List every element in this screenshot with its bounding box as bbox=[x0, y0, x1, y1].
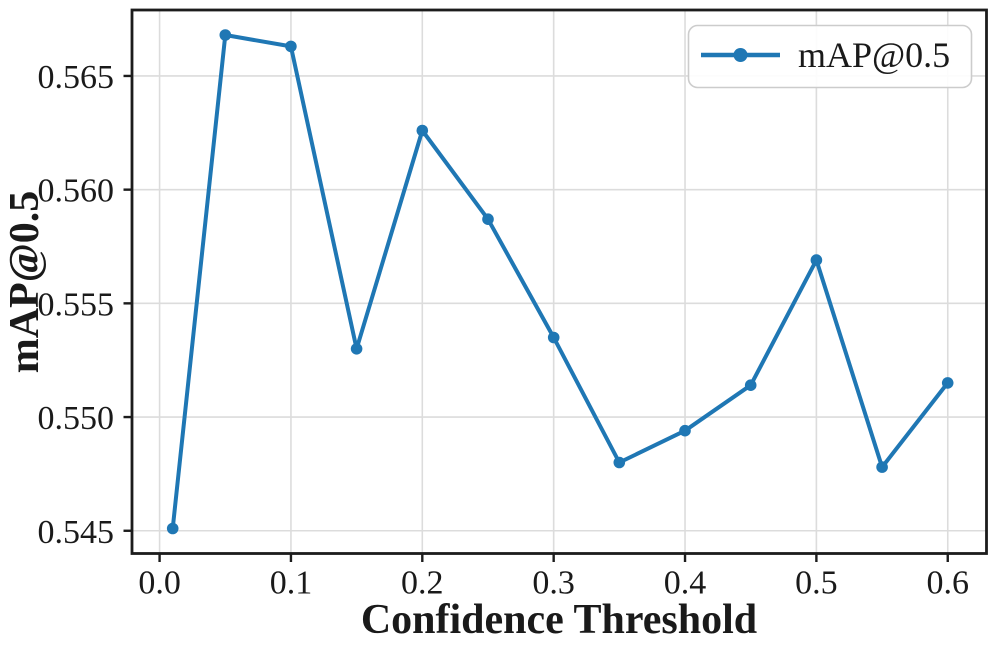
gridlines bbox=[132, 10, 987, 554]
x-tick-label: 0.4 bbox=[664, 565, 707, 602]
x-tick-label: 0.0 bbox=[138, 565, 181, 602]
data-point bbox=[350, 343, 363, 355]
x-tick-label: 0.1 bbox=[270, 565, 313, 602]
x-tick-label: 0.6 bbox=[926, 565, 969, 602]
x-tick-label: 0.3 bbox=[532, 565, 575, 602]
x-tick-label: 0.5 bbox=[795, 565, 838, 602]
y-axis-label: mAP@0.5 bbox=[2, 191, 48, 374]
y-tick-label: 0.550 bbox=[38, 400, 115, 437]
legend-marker-icon bbox=[733, 48, 748, 62]
data-point bbox=[219, 29, 232, 41]
axis-ticks bbox=[123, 74, 949, 562]
y-tick-label: 0.545 bbox=[38, 514, 115, 551]
y-tick-label: 0.560 bbox=[38, 173, 115, 210]
y-tick-label: 0.555 bbox=[38, 286, 115, 323]
data-point bbox=[416, 124, 429, 137]
x-axis-label: Confidence Threshold bbox=[361, 597, 757, 643]
data-point bbox=[679, 424, 691, 437]
data-point bbox=[941, 377, 954, 389]
data-point bbox=[744, 379, 757, 392]
data-point bbox=[810, 254, 823, 266]
data-point bbox=[166, 522, 179, 535]
legend-box bbox=[687, 24, 973, 89]
data-point bbox=[613, 456, 626, 469]
x-tick-label: 0.2 bbox=[401, 565, 444, 602]
data-point bbox=[482, 213, 494, 225]
y-tick-labels: 0.545 0.550 0.555 0.560 0.565 bbox=[38, 59, 115, 551]
data-point bbox=[285, 40, 297, 53]
legend-label: mAP@0.5 bbox=[798, 35, 950, 75]
data-point bbox=[547, 331, 560, 344]
map-series-line bbox=[170, 33, 950, 531]
data-point-markers bbox=[166, 29, 954, 535]
x-tick-labels: 0.0 0.1 0.2 0.3 0.4 0.5 0.6 bbox=[138, 565, 969, 602]
legend: mAP@0.5 bbox=[687, 24, 973, 89]
data-point bbox=[876, 461, 888, 473]
y-tick-label: 0.565 bbox=[38, 59, 115, 96]
plot-border bbox=[130, 8, 988, 555]
